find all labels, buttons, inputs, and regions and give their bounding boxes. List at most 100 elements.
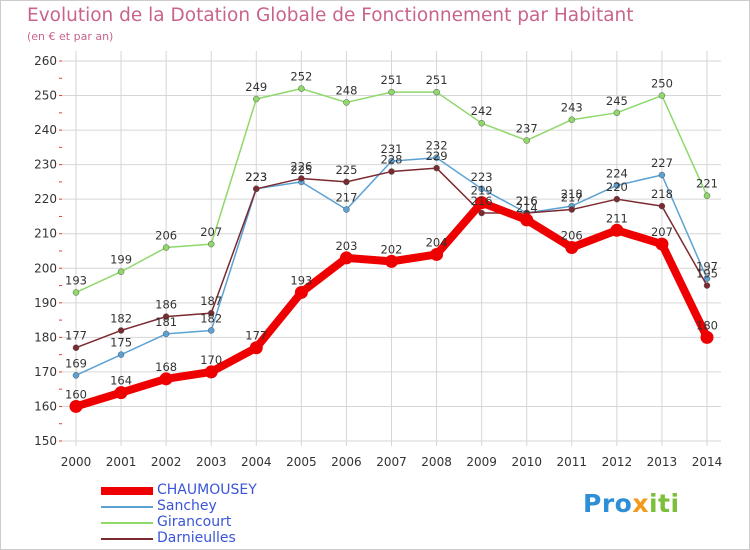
point-girancourt-2007: [388, 88, 395, 96]
data-label-darnieulles-2013: 218: [651, 187, 673, 201]
point-girancourt-2012: [613, 109, 621, 117]
point-darnieulles-2012: [613, 195, 621, 203]
data-label-darnieulles-2014: 195: [696, 267, 718, 281]
data-label-chaumousey-2000: 160: [65, 387, 87, 401]
point-darnieulles-2009: [478, 209, 485, 217]
data-label-girancourt-2008: 251: [426, 73, 448, 87]
legend-swatch-girancourt: [101, 522, 153, 524]
legend-item-darnieulles: Darnieulles: [101, 530, 361, 547]
data-label-chaumousey-2006: 203: [335, 239, 357, 253]
x-tick-label-2007: 2007: [376, 455, 407, 469]
point-chaumousey-2010: [520, 213, 534, 227]
y-tick-label-200: 200: [34, 261, 57, 275]
data-label-girancourt-2006: 248: [335, 83, 357, 97]
data-label-darnieulles-2007: 228: [381, 153, 403, 167]
data-label-chaumousey-2011: 206: [561, 229, 583, 243]
y-tick-label-220: 220: [34, 192, 57, 206]
data-label-darnieulles-2012: 220: [606, 180, 628, 194]
point-girancourt-2001: [117, 268, 125, 275]
data-label-darnieulles-2008: 229: [426, 149, 448, 163]
data-label-chaumousey-2003: 170: [200, 353, 222, 367]
data-label-chaumousey-2005: 193: [290, 273, 312, 287]
point-girancourt-2009: [478, 119, 485, 127]
point-sanchey-2001: [117, 351, 125, 358]
point-girancourt-2011: [568, 116, 576, 123]
point-girancourt-2005: [298, 85, 305, 92]
data-label-sanchey-2012: 224: [606, 166, 628, 180]
point-girancourt-2008: [433, 88, 440, 96]
point-girancourt-2004: [253, 95, 260, 103]
data-label-girancourt-2005: 252: [290, 70, 312, 84]
data-label-darnieulles-2001: 182: [110, 311, 132, 325]
data-label-girancourt-2004: 249: [245, 80, 267, 94]
point-chaumousey-2001: [114, 386, 128, 400]
legend-item-sanchey: Sanchey: [101, 498, 361, 515]
chart-subtitle: (en € et par an): [27, 30, 114, 43]
point-sanchey-2013: [658, 171, 666, 179]
data-label-sanchey-2013: 227: [651, 156, 673, 170]
data-label-sanchey-2008: 232: [426, 139, 448, 153]
point-darnieulles-2013: [658, 202, 666, 210]
data-label-sanchey-2004: 223: [245, 170, 267, 184]
legend-swatch-darnieulles: [101, 538, 153, 540]
point-chaumousey-2005: [294, 285, 308, 299]
point-darnieulles-2000: [72, 344, 80, 351]
data-label-chaumousey-2010: 214: [516, 201, 538, 215]
point-darnieulles-2004: [253, 185, 260, 193]
data-label-chaumousey-2013: 207: [651, 225, 673, 239]
point-sanchey-2000: [72, 372, 80, 379]
point-darnieulles-2014: [703, 282, 711, 289]
point-girancourt-2014: [703, 192, 711, 199]
point-sanchey-2012: [613, 182, 621, 189]
y-tick-label-170: 170: [34, 365, 57, 379]
x-tick-label-2001: 2001: [106, 455, 137, 469]
data-label-sanchey-2010: 216: [516, 194, 538, 208]
data-label-darnieulles-2000: 177: [65, 329, 87, 343]
y-tick-label-180: 180: [34, 330, 57, 344]
data-label-chaumousey-2002: 168: [155, 360, 177, 374]
legend-label-darnieulles: Darnieulles: [157, 530, 236, 546]
y-tick-label-150: 150: [34, 434, 57, 448]
x-tick-label-2003: 2003: [196, 455, 227, 469]
data-label-chaumousey-2014: 180: [696, 318, 718, 332]
data-label-sanchey-2003: 182: [200, 311, 222, 325]
data-label-sanchey-2005: 225: [290, 163, 312, 177]
x-tick-label-2008: 2008: [421, 455, 452, 469]
legend-item-girancourt: Girancourt: [101, 514, 361, 531]
x-tick-label-2004: 2004: [241, 455, 272, 469]
data-label-girancourt-2014: 221: [696, 177, 718, 191]
data-label-girancourt-2002: 206: [155, 229, 177, 243]
point-girancourt-2000: [72, 289, 80, 296]
x-tick-label-2014: 2014: [692, 455, 723, 469]
x-tick-label-2011: 2011: [557, 455, 588, 469]
point-sanchey-2008: [433, 154, 440, 161]
legend-label-chaumousey: CHAUMOUSEY: [157, 482, 257, 498]
point-darnieulles-2006: [343, 178, 350, 186]
point-chaumousey-2004: [249, 341, 263, 355]
proxiti-logo: Proxiti: [583, 489, 680, 518]
x-tick-label-2002: 2002: [151, 455, 182, 469]
point-chaumousey-2003: [204, 365, 218, 379]
data-label-sanchey-2006: 217: [335, 191, 357, 205]
data-label-darnieulles-2006: 225: [335, 163, 357, 177]
point-girancourt-2002: [162, 244, 170, 251]
legend-label-girancourt: Girancourt: [157, 514, 232, 530]
data-label-darnieulles-2005: 226: [290, 159, 312, 173]
y-tick-label-250: 250: [34, 89, 57, 103]
data-label-darnieulles-2002: 186: [155, 298, 177, 312]
y-tick-label-230: 230: [34, 158, 57, 172]
data-label-girancourt-2011: 243: [561, 101, 583, 115]
y-tick-label-260: 260: [34, 54, 57, 68]
data-label-girancourt-2001: 199: [110, 253, 132, 267]
x-tick-label-2006: 2006: [331, 455, 362, 469]
point-chaumousey-2008: [430, 247, 444, 261]
y-tick-label-210: 210: [34, 227, 57, 241]
data-label-girancourt-2000: 193: [65, 273, 87, 287]
data-label-sanchey-2000: 169: [65, 356, 87, 370]
point-girancourt-2003: [207, 240, 215, 248]
x-tick-label-2013: 2013: [647, 455, 678, 469]
point-chaumousey-2014: [700, 330, 714, 344]
point-chaumousey-2006: [339, 251, 353, 265]
data-label-girancourt-2012: 245: [606, 94, 628, 108]
